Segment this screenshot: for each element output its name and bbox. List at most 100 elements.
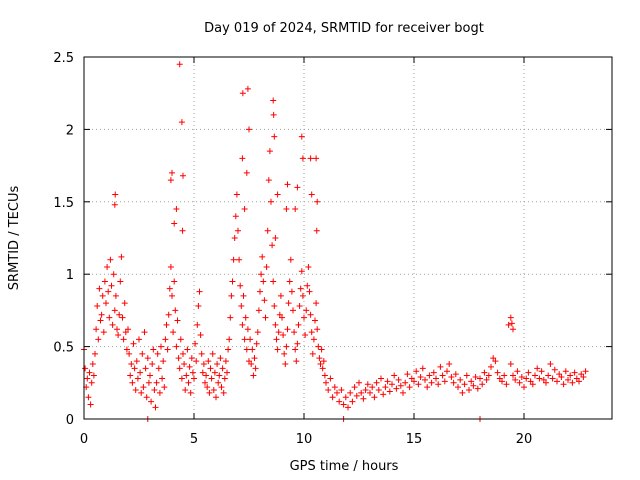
data-point [430,369,437,376]
data-point [286,278,293,285]
data-point [111,307,118,314]
data-point [305,263,312,270]
data-point [134,375,141,382]
data-point [243,169,250,176]
data-point [173,206,180,213]
data-point [516,379,523,386]
data-point [253,340,260,347]
data-point [218,384,225,391]
data-point [205,358,212,365]
data-point [176,365,183,372]
data-point [231,235,238,241]
data-point [180,350,186,357]
data-point [101,278,108,285]
data-point [373,379,380,386]
data-point [384,378,391,385]
data-point [514,368,521,375]
data-point [560,381,567,388]
data-point [244,326,251,333]
data-point [226,336,233,343]
data-point [238,303,245,310]
data-point [97,317,104,324]
data-point [296,303,303,310]
data-point [89,360,96,367]
y-tick-label: 0 [66,413,74,428]
data-point [367,389,373,396]
data-point [277,292,284,299]
data-point [306,288,313,295]
data-point [351,384,358,391]
data-point [292,206,299,213]
data-point [293,358,300,365]
data-point [207,365,214,372]
data-point [217,355,224,362]
x-tick-labels: 0 5 10 15 20 [80,432,532,447]
data-point [246,126,252,133]
data-point [304,282,311,289]
data-point [501,372,508,379]
y-tick-labels: 0 0.5 1 1.5 2 2.5 [53,51,74,428]
data-point [549,375,556,382]
data-point [249,346,256,353]
data-point [114,326,120,333]
data-point [198,350,205,357]
data-point [208,375,215,382]
y-tick-label: 0.5 [53,341,74,356]
data-point [459,389,466,396]
data-point [213,394,219,401]
chart-title: Day 019 of 2024, SRMTID for receiver bog… [204,21,484,36]
data-point [466,387,472,394]
data-point [313,155,320,162]
data-point [92,350,98,357]
data-point [270,278,277,285]
data-point [336,398,343,405]
data-point [342,394,349,401]
data-point [149,360,156,367]
data-point [299,292,306,299]
data-point [132,387,139,394]
data-point [260,278,267,285]
data-point [315,343,322,350]
data-point [127,372,134,379]
data-point [255,307,262,314]
data-point [312,317,318,324]
data-point [331,384,338,391]
data-point [345,404,351,411]
data-point [457,376,464,383]
data-point [505,321,512,328]
data-point [136,336,142,343]
data-point [510,372,516,379]
data-point [272,321,279,328]
data-point [313,300,320,307]
data-point [215,379,222,386]
data-point [281,350,288,357]
data-point [193,358,200,365]
data-point [145,379,152,386]
data-point [262,314,269,321]
data-point [204,384,211,391]
data-point [288,288,295,295]
data-point [282,360,289,367]
data-point [565,376,571,383]
data-point [171,278,178,285]
data-point [402,379,409,386]
data-point [103,300,109,307]
data-point [569,379,576,386]
data-point [529,381,536,388]
data-point [118,253,125,260]
data-point [435,381,442,388]
data-point [192,340,199,347]
data-point [185,379,192,386]
data-point [477,375,483,382]
data-point [176,61,183,68]
data-point [532,372,538,379]
data-point [307,311,314,318]
data-point [254,329,261,336]
data-point [209,350,216,357]
data-point [158,343,164,350]
data-point [543,379,549,386]
data-point [199,369,206,376]
data-point [270,111,277,118]
data-point [105,288,112,295]
data-point [259,253,266,260]
